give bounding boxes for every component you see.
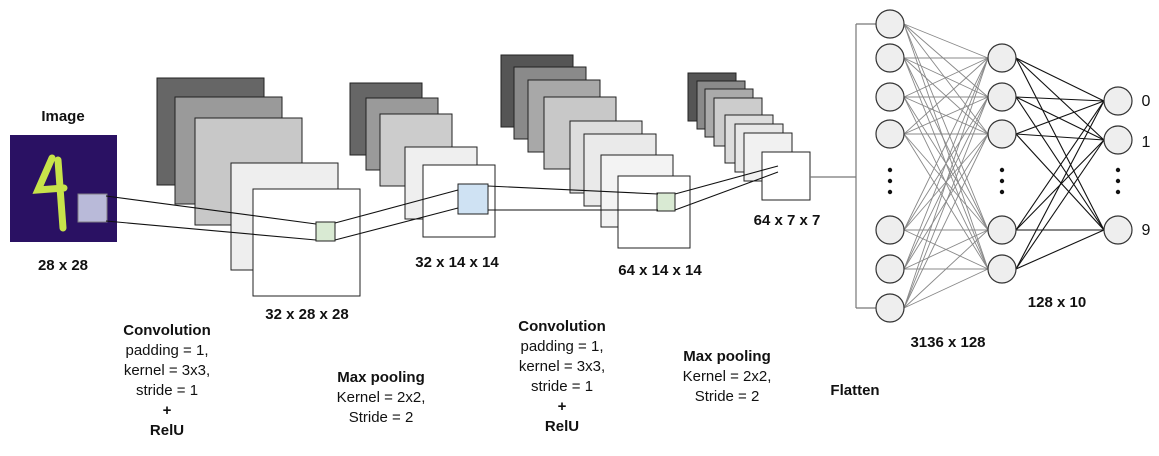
conv2-output-size: 64 x 14 x 14	[618, 262, 702, 279]
conv1-feature-maps	[156, 77, 361, 297]
fc1-input-node	[875, 293, 905, 323]
pool1-kernel: Kernel = 2x2,	[336, 389, 426, 406]
conv2-padding: padding = 1,	[520, 338, 604, 355]
connection-edge	[903, 133, 989, 309]
pool2-operation-title: Max pooling	[683, 348, 771, 365]
connection-edge	[1015, 133, 1105, 141]
connection-edge	[903, 96, 989, 135]
connection-edge	[1015, 229, 1105, 270]
output-node	[1103, 86, 1133, 116]
connection-edge	[1015, 57, 1105, 231]
fc2-size-label: 128 x 10	[1027, 294, 1087, 311]
input-image	[10, 135, 117, 242]
conv1-plus: +	[162, 402, 172, 419]
pool2-stride: Stride = 2	[694, 388, 760, 405]
conv2-operation-block: Convolution padding = 1, kernel = 3x3, s…	[502, 317, 622, 437]
conv2-operation-title: Convolution	[518, 318, 606, 335]
pool1-operation-title: Max pooling	[337, 369, 425, 386]
fc1-size-label: 3136 x 128	[910, 334, 986, 351]
conv2-kernel-output	[656, 192, 676, 212]
conv1-kernel: kernel = 3x3,	[123, 362, 211, 379]
pool2-feature-maps	[687, 72, 811, 201]
conv2-plus: +	[557, 398, 567, 415]
fc1-input-node	[875, 9, 905, 39]
fc1-input-node	[875, 254, 905, 284]
connection-edge	[1015, 100, 1105, 231]
connection-edge	[903, 23, 989, 59]
connection-edge	[903, 23, 989, 135]
pool2-operation-block: Max pooling Kernel = 2x2, Stride = 2	[672, 347, 782, 407]
input-image-size: 28 x 28	[37, 257, 89, 274]
connection-edge	[903, 23, 989, 231]
conv2-feature-maps	[500, 54, 691, 249]
output-label-9: 9	[1141, 222, 1151, 239]
connection-edge	[903, 57, 989, 309]
output-label-0: 0	[1141, 93, 1151, 110]
connection-edge	[1015, 100, 1105, 270]
connection-edge	[903, 229, 989, 309]
fc1-hidden-node	[987, 43, 1017, 73]
fc1-connections	[903, 23, 989, 309]
flatten-label: Flatten	[830, 382, 880, 399]
connection-edge	[903, 57, 989, 98]
conv1-padding: padding = 1,	[125, 342, 209, 359]
fc1-input-node	[875, 82, 905, 112]
connection-edge	[1015, 133, 1105, 231]
ellipsis-dots	[887, 167, 1121, 195]
connection-edge	[903, 96, 989, 309]
conv1-output-size: 32 x 28 x 28	[265, 306, 349, 323]
connection-edge	[903, 57, 989, 231]
connection-edge	[1015, 96, 1105, 231]
projection-lines	[105, 165, 779, 241]
connection-edge	[1015, 57, 1105, 102]
connection-edge	[903, 23, 989, 98]
connection-edge	[903, 57, 989, 270]
connection-edge	[1015, 96, 1105, 102]
output-node	[1103, 125, 1133, 155]
conv1-operation-block: Convolution padding = 1, kernel = 3x3, s…	[107, 321, 227, 441]
digit-four-glyph	[32, 154, 68, 232]
conv1-activation: RelU	[149, 422, 185, 439]
pool2-kernel: Kernel = 2x2,	[682, 368, 772, 385]
conv1-kernel-output	[315, 221, 336, 242]
output-label-1: 1	[1141, 134, 1151, 151]
connection-edge	[903, 229, 989, 270]
fc1-input-node	[875, 43, 905, 73]
dense-nodes	[875, 9, 1133, 323]
fc1-input-node	[875, 119, 905, 149]
input-kernel-window	[77, 193, 108, 223]
pool1-feature-maps	[349, 82, 496, 238]
connection-edge	[903, 268, 989, 309]
connection-edge	[1015, 139, 1105, 270]
conv2-stride: stride = 1	[530, 378, 594, 395]
fc1-hidden-node	[987, 215, 1017, 245]
conv2-activation: RelU	[544, 418, 580, 435]
pool1-window	[457, 183, 489, 215]
pool1-stride: Stride = 2	[348, 409, 414, 426]
fc2-connections	[1015, 57, 1105, 270]
pool2-output-size: 64 x 7 x 7	[753, 212, 821, 229]
fc1-input-node	[875, 215, 905, 245]
conv2-kernel: kernel = 3x3,	[518, 358, 606, 375]
connection-edge	[1015, 96, 1105, 141]
output-node	[1103, 215, 1133, 245]
input-image-title: Image	[41, 108, 85, 125]
connection-edge	[1015, 100, 1105, 135]
flatten-connector	[810, 23, 878, 309]
fc1-hidden-node	[987, 254, 1017, 284]
conv1-stride: stride = 1	[135, 382, 199, 399]
connection-edge	[903, 57, 989, 135]
conv1-operation-title: Convolution	[123, 322, 211, 339]
fc1-hidden-node	[987, 119, 1017, 149]
pool1-operation-block: Max pooling Kernel = 2x2, Stride = 2	[326, 368, 436, 428]
fc1-hidden-node	[987, 82, 1017, 112]
pool1-output-size: 32 x 14 x 14	[415, 254, 499, 271]
